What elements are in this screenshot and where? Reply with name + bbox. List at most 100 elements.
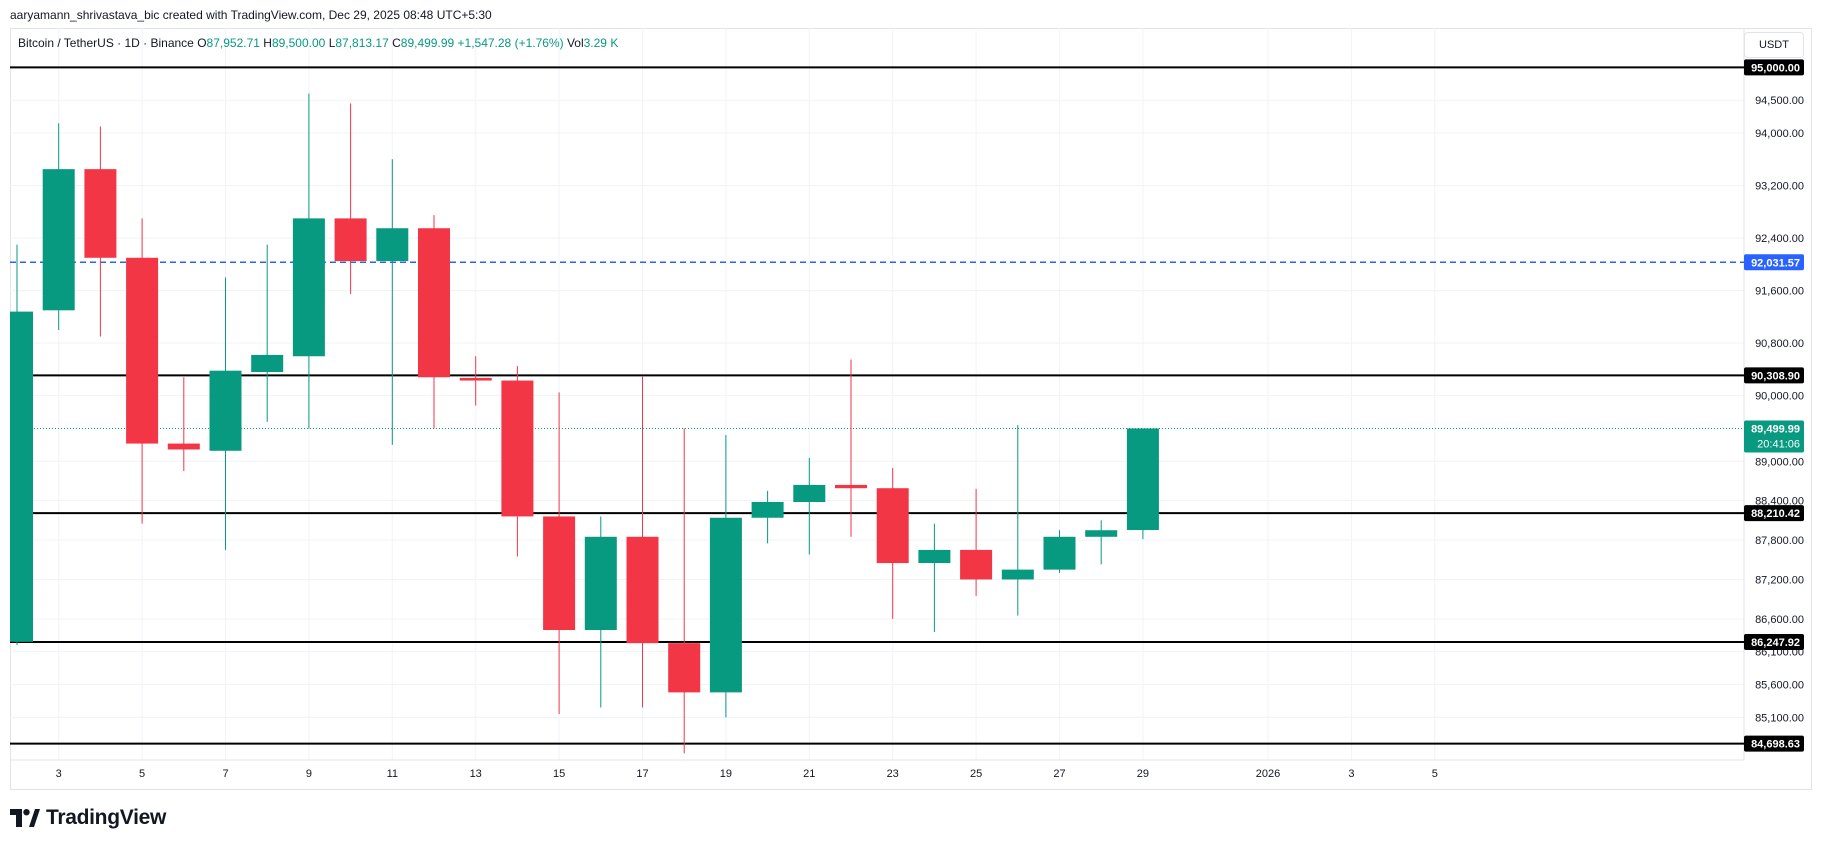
candle-body [84, 169, 117, 258]
level-label: 92,031.57 [1751, 257, 1800, 269]
candle-body [501, 380, 534, 517]
last-price-label: 89,499.99 [1751, 423, 1800, 435]
candle [167, 377, 200, 472]
candle [751, 490, 784, 544]
candle-body [1043, 536, 1076, 570]
currency-button[interactable]: USDT [1744, 32, 1804, 58]
x-tick-label: 23 [887, 768, 899, 780]
level-label: 86,247.92 [1751, 637, 1800, 649]
ohlc-legend: Bitcoin / TetherUS · 1D · Binance O87,95… [18, 36, 618, 50]
y-tick-label: 94,000.00 [1755, 128, 1804, 140]
low-label: L [328, 36, 336, 50]
y-tick-label: 91,600.00 [1755, 286, 1804, 298]
close-label: C [392, 36, 401, 50]
candle-body [1001, 569, 1034, 580]
high-label: H [263, 36, 272, 50]
candle-body [126, 257, 159, 444]
candle-body [918, 549, 951, 564]
x-tick-label: 15 [553, 768, 565, 780]
y-tick-label: 93,200.00 [1755, 181, 1804, 193]
candle-body [709, 517, 742, 693]
candle [835, 359, 867, 537]
candle [876, 467, 909, 619]
candle-body [543, 516, 576, 631]
level-label: 90,308.90 [1751, 370, 1800, 382]
candle [10, 244, 33, 646]
y-tick-label: 86,600.00 [1755, 614, 1804, 626]
candle-body [251, 354, 284, 373]
candle-body [668, 643, 701, 693]
x-tick-label: 11 [387, 768, 398, 780]
x-tick-label: 29 [1137, 768, 1149, 780]
candle [42, 123, 75, 330]
y-tick-label: 85,100.00 [1755, 712, 1804, 724]
change-value: +1,547.28 (+1.76%) [457, 36, 564, 50]
candle [960, 488, 993, 596]
candle [1001, 425, 1034, 616]
candle-body [376, 228, 409, 262]
candle-body [42, 169, 75, 311]
x-tick-label: 25 [970, 768, 982, 780]
candle [584, 516, 617, 708]
symbol-name[interactable]: Bitcoin / TetherUS · 1D · Binance [18, 36, 194, 50]
x-tick-label: 9 [306, 768, 312, 780]
candle-body [584, 536, 617, 631]
horizontal-levels [10, 66, 1744, 745]
candle-body [334, 218, 367, 262]
candle-body [960, 549, 993, 580]
candle-body [835, 484, 867, 489]
candle [543, 392, 576, 715]
x-tick-label: 19 [720, 768, 732, 780]
level-label-bg [1744, 254, 1804, 271]
candle [918, 523, 951, 632]
y-tick-label: 92,400.00 [1755, 233, 1804, 245]
price-axis: 94,500.00 94,000.00 93,200.00 92,400.00 91,6… [1755, 95, 1804, 724]
candle [334, 103, 367, 294]
candle-body [459, 377, 492, 381]
x-tick-label: 3 [1348, 768, 1354, 780]
candle [668, 428, 701, 754]
candle-body [751, 501, 784, 518]
candle [292, 93, 325, 429]
price-labels: 95,000.00 92,031.57 90,308.90 88,210.42 86,2… [1744, 59, 1804, 752]
candle [1126, 428, 1159, 540]
candle-body [418, 228, 450, 378]
level-label-bg [1744, 367, 1804, 384]
level-label-bg [1744, 735, 1804, 752]
y-tick-label: 85,600.00 [1755, 680, 1804, 692]
x-tick-label: 2026 [1256, 768, 1280, 780]
y-tick-label: 87,800.00 [1755, 535, 1804, 547]
candle [709, 435, 742, 718]
volume-label: Vol [566, 36, 584, 50]
x-tick-label: 5 [1432, 768, 1438, 780]
tradingview-logo[interactable]: TradingView [10, 806, 166, 830]
candle [209, 277, 242, 550]
open-value: 87,952.71 [206, 36, 260, 50]
low-value: 87,813.17 [335, 36, 389, 50]
x-tick-label: 5 [139, 768, 145, 780]
candle [1085, 520, 1118, 565]
candle-body [626, 536, 659, 644]
y-tick-label: 87,200.00 [1755, 574, 1804, 586]
x-tick-label: 13 [470, 768, 482, 780]
y-tick-label: 88,400.00 [1755, 496, 1804, 508]
level-label-bg [1744, 505, 1804, 522]
last-price-label-bg [1744, 420, 1804, 453]
tradingview-logo-icon [10, 809, 40, 827]
attribution-text: aaryamann_shrivastava_bic created with T… [10, 8, 492, 22]
candle [1043, 530, 1076, 573]
candle [376, 159, 409, 445]
level-label-bg [1744, 59, 1804, 76]
open-label: O [197, 36, 207, 50]
candles [10, 93, 1159, 754]
y-tick-label: 94,500.00 [1755, 95, 1804, 107]
countdown-label: 20:41:06 [1757, 438, 1800, 450]
candle [626, 375, 659, 708]
level-label-bg [1744, 633, 1804, 650]
candle-body [10, 311, 33, 642]
candle [84, 126, 117, 337]
candle [793, 458, 826, 555]
level-label: 84,698.63 [1751, 739, 1800, 751]
x-tick-label: 27 [1053, 768, 1065, 780]
